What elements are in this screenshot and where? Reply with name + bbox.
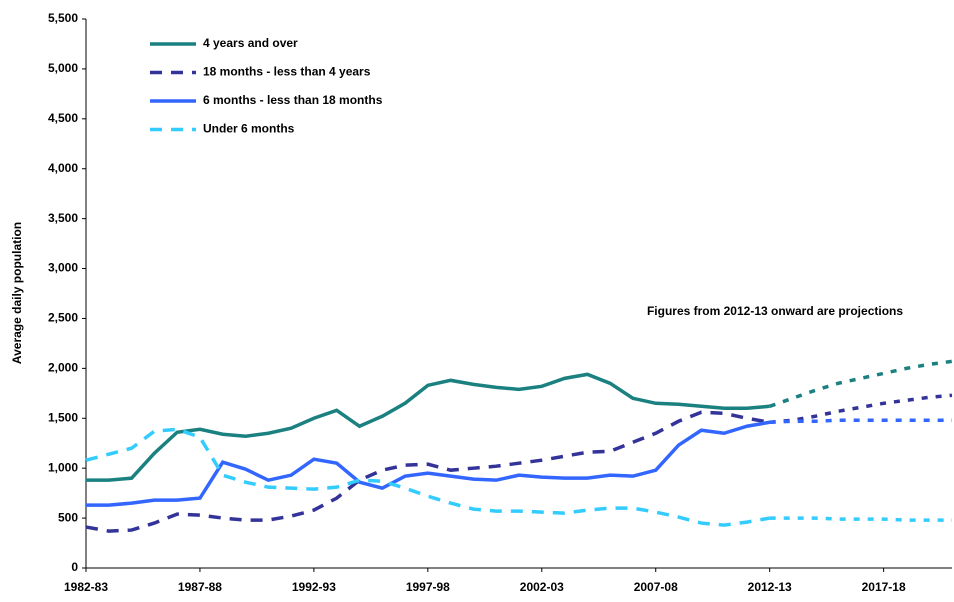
x-tick-label: 2012-13 bbox=[748, 580, 792, 594]
y-tick-label: 3,000 bbox=[48, 261, 78, 275]
x-tick-label: 1987-88 bbox=[178, 580, 222, 594]
y-tick-label: 3,500 bbox=[48, 211, 78, 225]
y-axis-label: Average daily population bbox=[10, 222, 24, 364]
projection-line bbox=[769, 418, 952, 425]
series-line bbox=[86, 420, 770, 507]
y-tick-label: 1,000 bbox=[48, 460, 78, 474]
x-tick-label: 2002-03 bbox=[520, 580, 564, 594]
legend-label: 18 months - less than 4 years bbox=[203, 65, 371, 79]
legend-label: 6 months - less than 18 months bbox=[203, 93, 383, 107]
annotation: Figures from 2012-13 onward are projecti… bbox=[647, 304, 903, 318]
legend-label: 4 years and over bbox=[203, 36, 298, 50]
y-tick-label: 5,500 bbox=[48, 11, 78, 25]
series-line bbox=[86, 372, 770, 482]
series-line bbox=[85, 410, 770, 533]
y-tick-label: 5,000 bbox=[48, 61, 78, 75]
y-tick-label: 500 bbox=[58, 510, 78, 524]
legend-label: Under 6 months bbox=[203, 122, 295, 136]
y-tick-label: 4,500 bbox=[48, 111, 78, 125]
projection-line bbox=[769, 393, 953, 425]
series-line bbox=[85, 427, 770, 527]
y-tick-label: 2,000 bbox=[48, 361, 78, 375]
x-tick-label: 2017-18 bbox=[862, 580, 906, 594]
projection-line bbox=[769, 359, 953, 408]
y-tick-label: 4,000 bbox=[48, 161, 78, 175]
projection-line bbox=[769, 516, 952, 522]
y-tick-label: 2,500 bbox=[48, 311, 78, 325]
x-tick-label: 1992-93 bbox=[292, 580, 336, 594]
x-tick-label: 2007-08 bbox=[634, 580, 678, 594]
y-tick-label: 1,500 bbox=[48, 410, 78, 424]
x-tick-label: 1982-83 bbox=[64, 580, 108, 594]
y-tick-label: 0 bbox=[71, 560, 78, 574]
x-tick-label: 1997-98 bbox=[406, 580, 450, 594]
